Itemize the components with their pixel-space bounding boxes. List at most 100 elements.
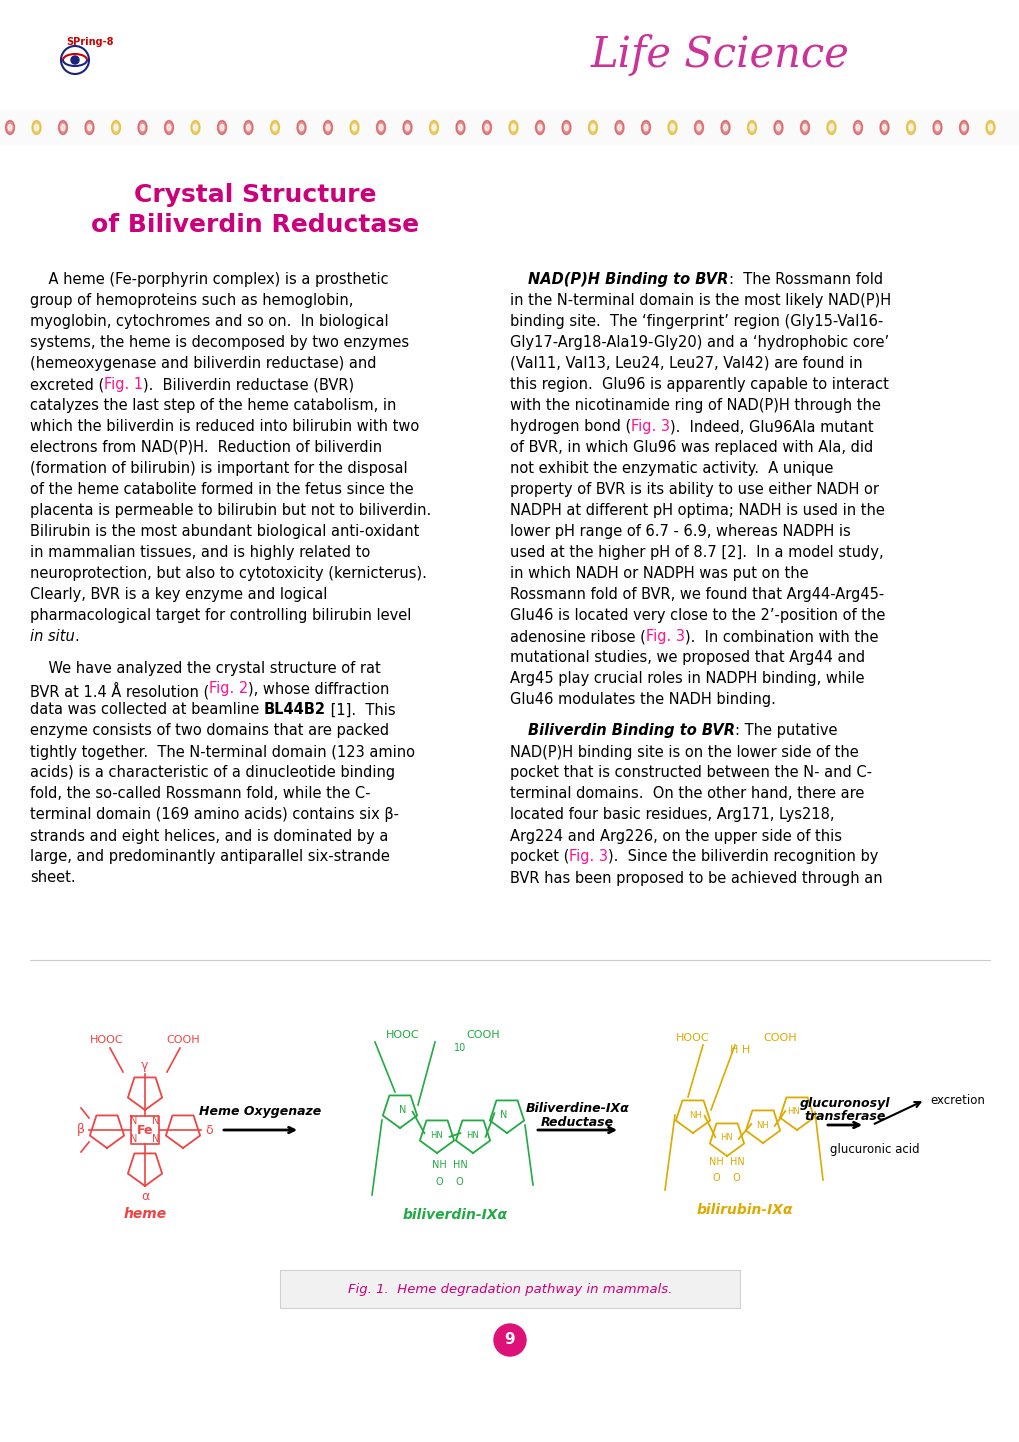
Polygon shape	[247, 124, 251, 131]
Text: Fig. 2: Fig. 2	[209, 682, 249, 696]
Text: pocket (: pocket (	[510, 849, 569, 865]
Text: in situ: in situ	[30, 629, 74, 645]
FancyBboxPatch shape	[280, 1270, 739, 1308]
Polygon shape	[35, 124, 39, 131]
Text: BL44B2: BL44B2	[264, 702, 325, 718]
Text: Fig. 3: Fig. 3	[569, 849, 607, 865]
Polygon shape	[720, 121, 730, 134]
Polygon shape	[959, 121, 968, 134]
Polygon shape	[323, 121, 332, 134]
Text: HN: HN	[466, 1131, 479, 1139]
Polygon shape	[641, 121, 650, 134]
Text: this region.  Glu96 is apparently capable to interact: this region. Glu96 is apparently capable…	[510, 376, 888, 392]
Polygon shape	[244, 121, 253, 134]
Polygon shape	[669, 124, 674, 131]
Circle shape	[71, 56, 78, 63]
Polygon shape	[297, 121, 306, 134]
Polygon shape	[800, 121, 809, 134]
Text: Glu46 is located very close to the 2’-position of the: Glu46 is located very close to the 2’-po…	[510, 609, 884, 623]
Text: Arg45 play crucial roles in NADPH binding, while: Arg45 play crucial roles in NADPH bindin…	[510, 671, 864, 686]
Text: .: .	[74, 629, 79, 645]
Text: (hemeoxygenase and biliverdin reductase) and: (hemeoxygenase and biliverdin reductase)…	[30, 356, 376, 371]
Text: Glu46 modulates the NADH binding.: Glu46 modulates the NADH binding.	[510, 692, 775, 707]
Text: SPring-8: SPring-8	[66, 37, 114, 48]
Text: tightly together.  The N-terminal domain (123 amino: tightly together. The N-terminal domain …	[30, 744, 415, 760]
Text: NADPH at different pH optima; NADH is used in the: NADPH at different pH optima; NADH is us…	[510, 503, 884, 518]
Polygon shape	[508, 121, 518, 134]
Text: Fig. 3: Fig. 3	[645, 629, 684, 645]
Polygon shape	[722, 124, 727, 131]
Polygon shape	[616, 124, 621, 131]
Text: biliverdin-IXα: biliverdin-IXα	[403, 1208, 507, 1221]
Polygon shape	[985, 121, 994, 134]
Text: binding site.  The ‘fingerprint’ region (Gly15-Val16-: binding site. The ‘fingerprint’ region (…	[510, 314, 882, 329]
Polygon shape	[828, 124, 833, 131]
Text: δ: δ	[205, 1123, 213, 1136]
Text: α: α	[141, 1190, 149, 1203]
Text: Biliverdine-IXα: Biliverdine-IXα	[525, 1102, 629, 1115]
Polygon shape	[537, 124, 541, 131]
Text: N: N	[130, 1116, 138, 1126]
Polygon shape	[379, 124, 382, 131]
Text: HOOC: HOOC	[90, 1035, 123, 1045]
Polygon shape	[932, 121, 942, 134]
Text: NH  HN: NH HN	[432, 1159, 468, 1169]
Polygon shape	[511, 124, 515, 131]
Polygon shape	[194, 124, 198, 131]
Text: of Biliverdin Reductase: of Biliverdin Reductase	[91, 213, 419, 236]
Polygon shape	[564, 124, 568, 131]
Text: BVR at 1.4 Å resolution (: BVR at 1.4 Å resolution (	[30, 682, 209, 699]
Text: heme: heme	[123, 1207, 166, 1221]
Text: enzyme consists of two domains that are packed: enzyme consists of two domains that are …	[30, 724, 388, 738]
Text: ).  In combination with the: ). In combination with the	[684, 629, 877, 645]
Polygon shape	[879, 121, 889, 134]
Polygon shape	[667, 121, 677, 134]
Polygon shape	[88, 124, 92, 131]
Text: :  The Rossmann fold: : The Rossmann fold	[729, 273, 882, 287]
Text: transferase: transferase	[804, 1110, 884, 1123]
Text: in mammalian tissues, and is highly related to: in mammalian tissues, and is highly rela…	[30, 545, 370, 559]
Text: A heme (Fe-porphyrin complex) is a prosthetic: A heme (Fe-porphyrin complex) is a prost…	[30, 273, 388, 287]
Text: Fig. 3: Fig. 3	[631, 420, 669, 434]
Text: N: N	[152, 1116, 160, 1126]
Polygon shape	[32, 121, 41, 134]
Text: BVR has been proposed to be achieved through an: BVR has been proposed to be achieved thr…	[510, 871, 881, 885]
Text: H H: H H	[730, 1045, 749, 1056]
Text: Crystal Structure: Crystal Structure	[133, 183, 376, 208]
Text: Reductase: Reductase	[540, 1116, 613, 1129]
Text: O    O: O O	[436, 1177, 464, 1187]
Text: data was collected at beamline: data was collected at beamline	[30, 702, 264, 718]
Text: lower pH range of 6.7 - 6.9, whereas NADPH is: lower pH range of 6.7 - 6.9, whereas NAD…	[510, 523, 850, 539]
Text: ).  Since the biliverdin recognition by: ). Since the biliverdin recognition by	[607, 849, 878, 865]
Text: COOH: COOH	[762, 1032, 796, 1043]
Polygon shape	[217, 121, 226, 134]
Polygon shape	[114, 124, 118, 131]
Polygon shape	[826, 121, 836, 134]
Text: O    O: O O	[712, 1172, 740, 1182]
Polygon shape	[350, 121, 359, 134]
Polygon shape	[775, 124, 780, 131]
Text: γ: γ	[141, 1058, 149, 1071]
Polygon shape	[561, 121, 571, 134]
Polygon shape	[353, 124, 357, 131]
Text: sheet.: sheet.	[30, 871, 75, 885]
Text: used at the higher pH of 8.7 [2].  In a model study,: used at the higher pH of 8.7 [2]. In a m…	[510, 545, 882, 559]
Text: strands and eight helices, and is dominated by a: strands and eight helices, and is domina…	[30, 829, 388, 844]
Text: pocket that is constructed between the N- and C-: pocket that is constructed between the N…	[510, 766, 871, 780]
Polygon shape	[484, 124, 488, 131]
Polygon shape	[749, 124, 753, 131]
Text: systems, the heme is decomposed by two enzymes: systems, the heme is decomposed by two e…	[30, 335, 409, 350]
Text: 10: 10	[453, 1043, 466, 1053]
Text: Rossmann fold of BVR, we found that Arg44-Arg45-: Rossmann fold of BVR, we found that Arg4…	[510, 587, 883, 601]
Text: Fig. 1: Fig. 1	[104, 376, 144, 392]
Text: which the biliverdin is reduced into bilirubin with two: which the biliverdin is reduced into bil…	[30, 420, 419, 434]
Text: placenta is permeable to bilirubin but not to biliverdin.: placenta is permeable to bilirubin but n…	[30, 503, 431, 518]
Text: N: N	[398, 1105, 407, 1115]
Text: mutational studies, we proposed that Arg44 and: mutational studies, we proposed that Arg…	[510, 650, 864, 665]
Text: catalyzes the last step of the heme catabolism, in: catalyzes the last step of the heme cata…	[30, 398, 396, 412]
Polygon shape	[111, 121, 120, 134]
Text: terminal domain (169 amino acids) contains six β-: terminal domain (169 amino acids) contai…	[30, 808, 398, 822]
Circle shape	[493, 1324, 526, 1355]
Polygon shape	[643, 124, 647, 131]
Text: with the nicotinamide ring of NAD(P)H through the: with the nicotinamide ring of NAD(P)H th…	[510, 398, 880, 412]
